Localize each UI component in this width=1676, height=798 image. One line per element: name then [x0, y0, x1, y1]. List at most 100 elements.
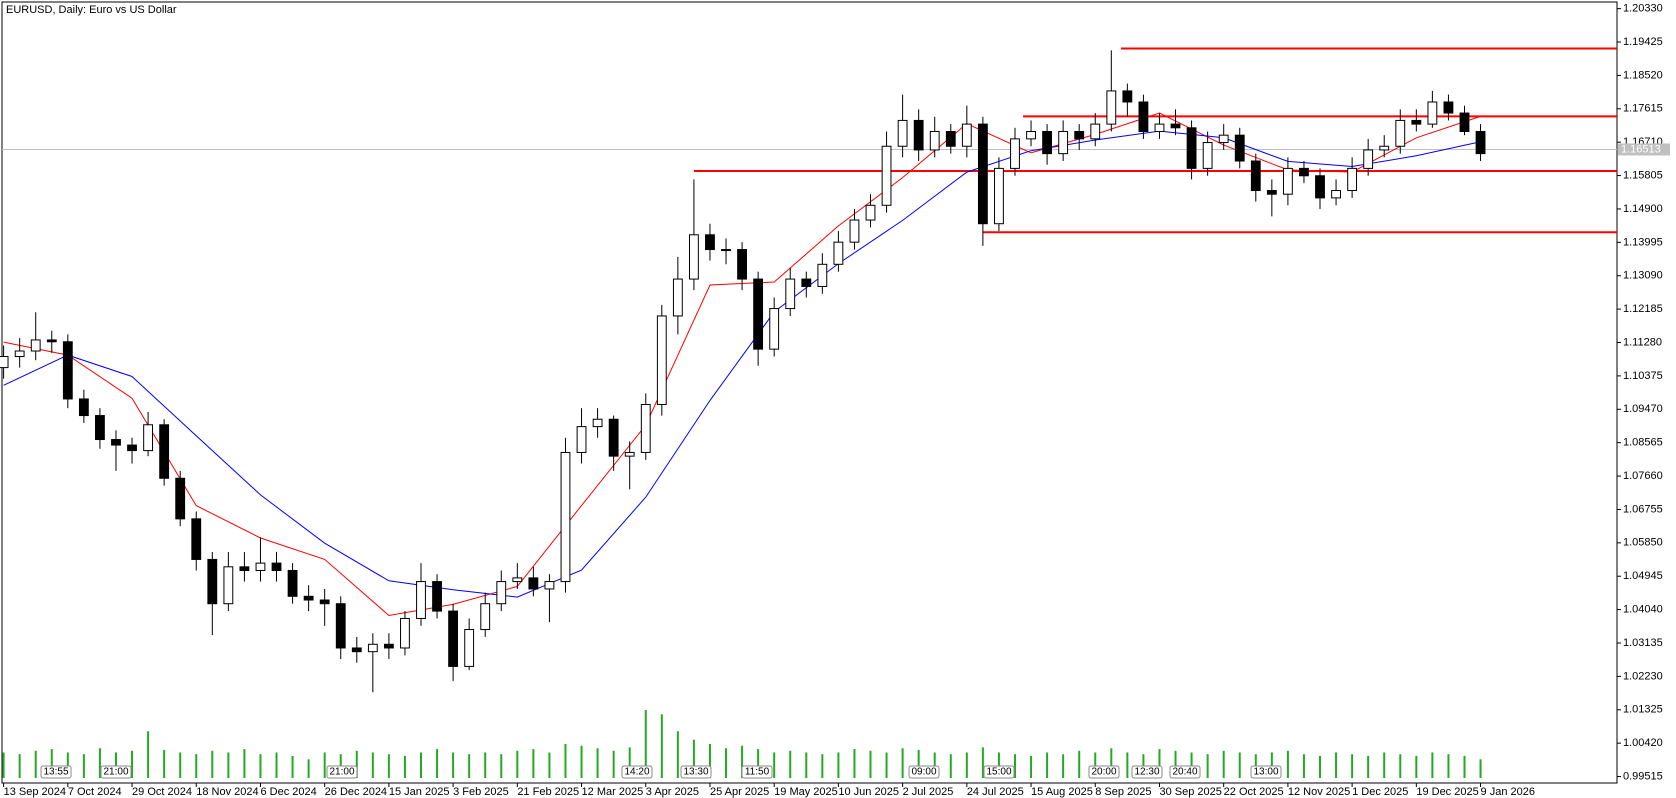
candle-body [62, 341, 73, 400]
candle-body [881, 145, 892, 206]
x-tick-label: 3 Apr 2025 [646, 786, 699, 798]
x-tick-label: 15 Aug 2025 [1031, 786, 1093, 798]
time-label-box [1131, 765, 1163, 779]
x-tick-label: 8 Sep 2025 [1095, 786, 1151, 798]
time-label: 20:40 [1172, 767, 1197, 778]
candle-body [1299, 167, 1309, 177]
y-tick-label: 1.02230 [1623, 670, 1663, 682]
candle-body [1427, 101, 1438, 125]
candle-body [672, 278, 683, 317]
x-tick-label: 19 Dec 2025 [1416, 786, 1478, 798]
x-tick-label: 3 Feb 2025 [453, 786, 509, 798]
time-label: 13:55 [43, 767, 68, 778]
candle-body [897, 119, 908, 147]
time-label-box [680, 765, 712, 779]
candle-body [801, 278, 812, 287]
candle-body [929, 130, 940, 151]
time-label: 13:30 [683, 767, 708, 778]
candle-body [14, 350, 25, 358]
candle-body [1026, 130, 1036, 140]
x-tick-label: 6 Dec 2024 [260, 786, 316, 798]
candle-body [753, 278, 764, 350]
candle-body [576, 426, 587, 453]
y-tick-label: 1.11280 [1623, 336, 1662, 348]
candle-body [1058, 130, 1069, 155]
candle-body [159, 424, 170, 479]
y-tick-label: 1.14900 [1623, 203, 1663, 215]
candle-body [1138, 101, 1149, 132]
time-label-box [326, 765, 358, 779]
candle-body [737, 249, 747, 280]
candle-body [351, 647, 362, 653]
candle-body [656, 315, 667, 405]
candle-body [977, 123, 988, 225]
candle-body [624, 451, 635, 457]
time-label-box [621, 765, 653, 779]
candle-body [400, 617, 410, 649]
candle-body [512, 577, 523, 583]
candle-body [367, 643, 378, 653]
candle-body [30, 339, 41, 352]
x-tick-label: 18 Nov 2024 [196, 786, 258, 798]
candle-body [1186, 127, 1197, 169]
x-tick-label: 12 Mar 2025 [582, 786, 644, 798]
time-label: 21:00 [103, 767, 128, 778]
candle-body [769, 308, 780, 350]
candle-body [865, 204, 876, 221]
candle-body [1042, 130, 1053, 155]
candle-body [560, 451, 571, 583]
time-label-box [1169, 765, 1201, 779]
y-tick-label: 1.08565 [1623, 437, 1663, 449]
time-label: 11:50 [745, 767, 770, 778]
candle-body [817, 263, 828, 287]
x-tick-label: 26 Dec 2024 [325, 786, 387, 798]
y-tick-label: 1.15805 [1623, 169, 1663, 181]
candle-body [448, 610, 459, 667]
time-label: 09:00 [911, 767, 936, 778]
candle-body [1411, 119, 1422, 125]
x-tick-label: 19 May 2025 [774, 786, 838, 798]
x-tick-label: 7 Oct 2024 [68, 786, 122, 798]
time-label-box [1088, 765, 1120, 779]
candle-body [95, 415, 105, 441]
y-tick-label: 1.13090 [1623, 270, 1663, 282]
time-label: 21:00 [329, 767, 354, 778]
candle-body [175, 477, 186, 520]
candle-body [544, 581, 555, 590]
time-label: 13:00 [1253, 767, 1278, 778]
y-tick-label: 1.03135 [1623, 637, 1663, 649]
candle-body [1266, 190, 1277, 195]
candle-body [1347, 167, 1358, 192]
chart-title: EURUSD, Daily: Euro vs US Dollar [6, 4, 177, 16]
candle-body [705, 234, 715, 251]
candle-body [1170, 123, 1181, 129]
x-tick-label: 24 Jul 2025 [967, 786, 1024, 798]
plot-frame [1, 1, 1618, 784]
y-tick-label: 1.06755 [1623, 503, 1663, 515]
time-label: 12:30 [1134, 767, 1159, 778]
candle-body [1250, 160, 1261, 192]
x-tick-label: 21 Feb 2025 [517, 786, 579, 798]
candle-body [239, 566, 250, 572]
y-tick-label: 1.04040 [1623, 604, 1663, 616]
candle-body [1443, 101, 1454, 114]
candle-body [1090, 123, 1101, 140]
candle-body [592, 418, 603, 428]
time-label-box [741, 765, 773, 779]
candle-body [1154, 123, 1165, 132]
candle-body [1282, 167, 1293, 195]
candle-body [1331, 190, 1341, 199]
candle-body [961, 123, 972, 147]
candle-body [191, 518, 202, 560]
y-tick-label: 1.00420 [1623, 737, 1663, 749]
time-label-box [908, 765, 940, 779]
candle-body [945, 130, 956, 147]
y-tick-label: 1.18520 [1623, 69, 1663, 81]
x-tick-label: 15 Jan 2025 [389, 786, 450, 798]
candle-body [1234, 134, 1245, 162]
candle-body [464, 629, 475, 667]
candle-body [416, 581, 426, 619]
y-tick-label: 1.09470 [1623, 403, 1663, 415]
candle-body [1395, 119, 1406, 147]
candle-body [0, 356, 9, 369]
